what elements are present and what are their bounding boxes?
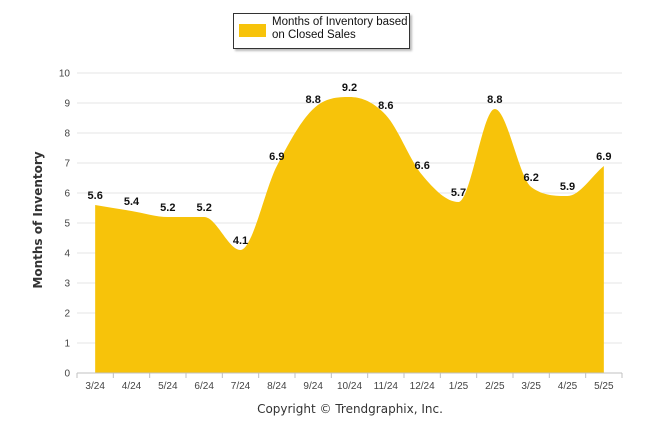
data-label: 8.8	[487, 94, 502, 106]
data-label: 6.2	[524, 172, 539, 184]
x-tick-label: 2/25	[485, 381, 505, 392]
y-tick-label: 7	[64, 159, 70, 170]
data-label: 5.9	[560, 181, 575, 193]
legend-swatch	[239, 24, 266, 37]
y-tick-label: 6	[64, 189, 70, 200]
data-label: 5.4	[124, 196, 140, 208]
data-label: 8.6	[378, 100, 393, 112]
data-label: 6.9	[269, 151, 284, 163]
data-label: 4.1	[233, 235, 248, 247]
chart-legend: Months of Inventory based on Closed Sale…	[233, 13, 410, 49]
data-label: 6.9	[596, 151, 611, 163]
y-tick-label: 10	[59, 69, 71, 80]
y-axis-title: Months of Inventory	[31, 151, 45, 289]
x-tick-label: 4/25	[558, 381, 578, 392]
inventory-area	[95, 97, 604, 373]
y-tick-label: 1	[64, 339, 70, 350]
x-tick-label: 3/24	[85, 381, 105, 392]
x-tick-label: 6/24	[194, 381, 214, 392]
data-label: 5.7	[451, 187, 466, 199]
y-tick-label: 0	[64, 369, 70, 380]
data-label: 9.2	[342, 82, 357, 94]
x-tick-label: 9/24	[303, 381, 323, 392]
data-label: 6.6	[415, 160, 430, 172]
y-tick-label: 4	[64, 249, 70, 260]
x-tick-label: 8/24	[267, 381, 287, 392]
x-tick-label: 11/24	[374, 381, 399, 392]
y-tick-label: 3	[64, 279, 70, 290]
x-tick-label: 4/24	[122, 381, 142, 392]
x-tick-label: 12/24	[410, 381, 435, 392]
x-tick-label: 10/24	[337, 381, 362, 392]
y-tick-label: 8	[64, 129, 70, 140]
copyright-footer: Copyright © Trendgraphix, Inc.	[257, 402, 443, 416]
x-tick-label: 1/25	[449, 381, 469, 392]
x-tick-label: 5/25	[594, 381, 614, 392]
y-tick-label: 9	[64, 99, 70, 110]
data-label: 8.8	[306, 94, 321, 106]
data-label: 5.2	[197, 202, 212, 214]
legend-label: Months of Inventory based on Closed Sale…	[272, 16, 408, 41]
y-tick-label: 5	[64, 219, 70, 230]
data-label: 5.2	[160, 202, 175, 214]
y-tick-label: 2	[64, 309, 70, 320]
x-tick-label: 3/25	[521, 381, 541, 392]
x-tick-label: 7/24	[231, 381, 251, 392]
data-label: 5.6	[88, 190, 103, 202]
x-tick-label: 5/24	[158, 381, 178, 392]
